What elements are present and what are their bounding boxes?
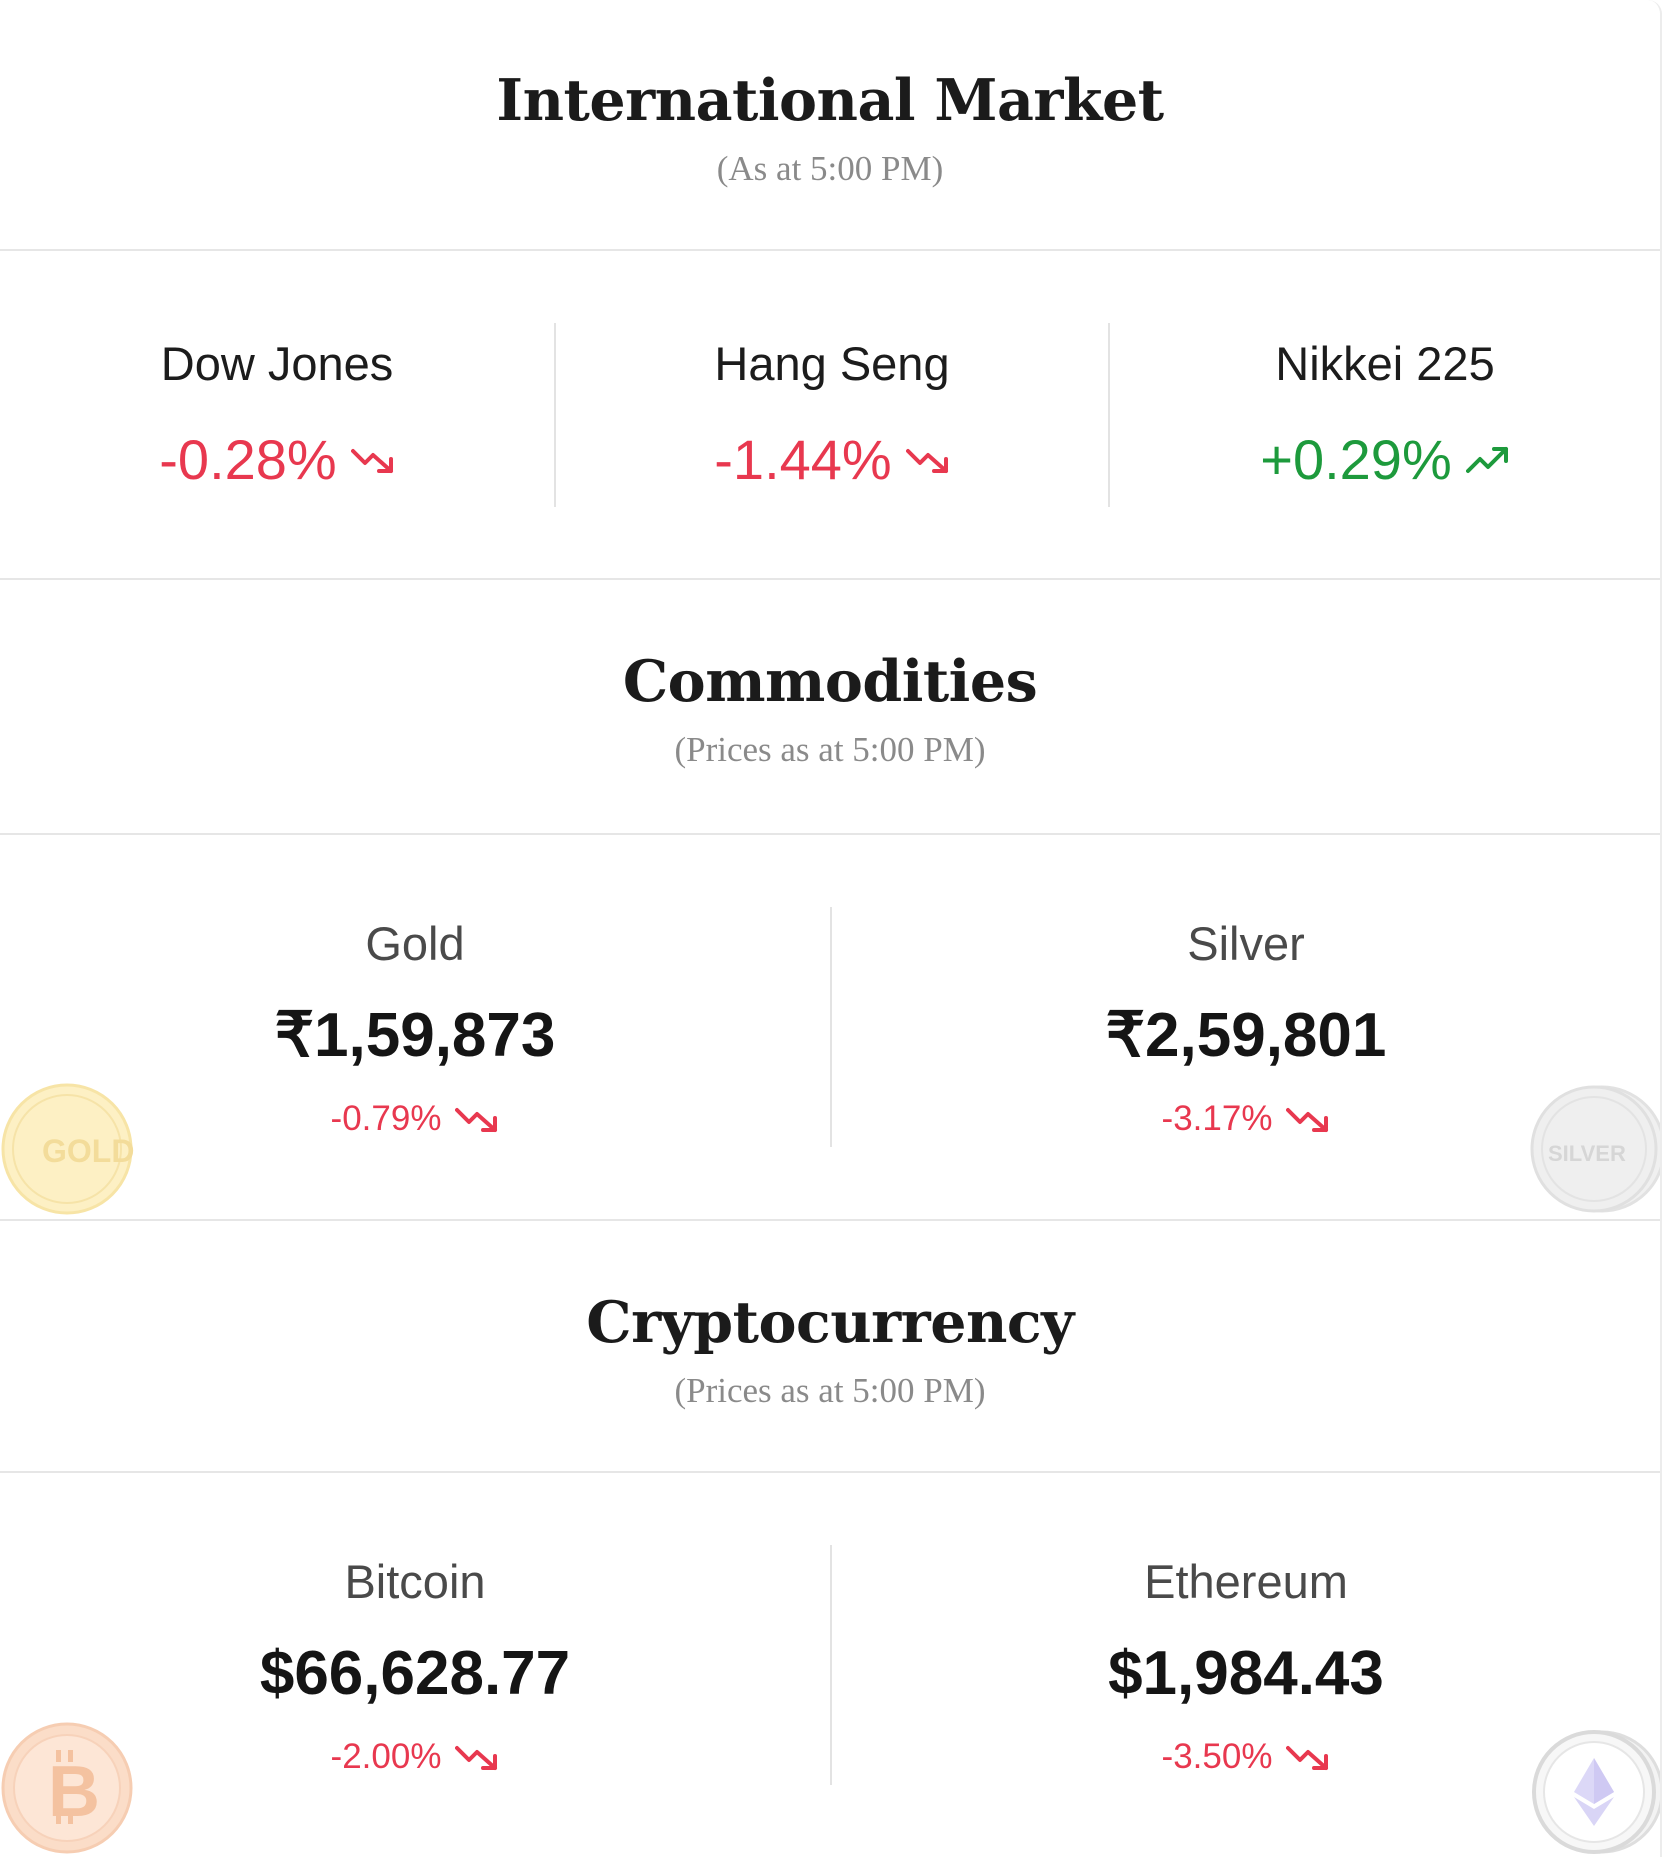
asset-change: -3.50% (1161, 1737, 1273, 1776)
crypto-title: Cryptocurrency (586, 1289, 1074, 1356)
commodities-subtitle: (Prices as at 5:00 PM) (674, 730, 986, 769)
international-market-subtitle: (As at 5:00 PM) (716, 149, 944, 188)
asset-change: -2.00% (330, 1737, 442, 1776)
trend-down-icon (455, 1107, 498, 1132)
column-divider (830, 907, 832, 1147)
silver-coin-icon: SILVER (1530, 1085, 1660, 1213)
crypto-bitcoin[interactable]: Bitcoin $66,628.77 -2.00% (0, 1558, 830, 1774)
gold-coin-icon: GOLD (1, 1083, 134, 1215)
asset-name: Ethereum (1144, 1555, 1348, 1608)
trend-down-icon (1286, 1107, 1329, 1132)
index-nikkei-225[interactable]: Nikkei 225 +0.29% (1110, 340, 1660, 488)
gold-coin-label: GOLD (42, 1133, 134, 1169)
asset-price: ₹2,59,801 (1105, 1001, 1387, 1070)
divider (0, 1471, 1660, 1473)
asset-change: -3.17% (1161, 1099, 1273, 1138)
silver-coin-label: SILVER (1548, 1141, 1626, 1166)
index-dow-jones[interactable]: Dow Jones -0.28% (0, 340, 554, 488)
column-divider (1108, 323, 1110, 507)
trend-down-icon (1286, 1745, 1329, 1770)
index-name: Hang Seng (714, 337, 950, 390)
asset-price: $66,628.77 (259, 1639, 571, 1708)
asset-name: Bitcoin (344, 1555, 486, 1608)
divider (0, 249, 1660, 251)
asset-name: Silver (1187, 917, 1305, 970)
commodities-header: Commodities (Prices as at 5:00 PM) (0, 653, 1660, 767)
crypto-ethereum[interactable]: Ethereum $1,984.43 -3.50% (832, 1558, 1660, 1774)
index-change: -1.44% (714, 428, 892, 491)
trend-down-icon (350, 449, 393, 473)
asset-change: -0.79% (330, 1099, 442, 1138)
trend-up-icon (1465, 447, 1508, 473)
asset-price: $1,984.43 (1108, 1639, 1384, 1708)
column-divider (830, 1545, 832, 1785)
index-hang-seng[interactable]: Hang Seng -1.44% (556, 340, 1108, 488)
commodity-gold[interactable]: Gold ₹1,59,873 -0.79% (0, 920, 830, 1136)
index-change: -0.28% (159, 428, 337, 491)
international-market-header: International Market (As at 5:00 PM) (0, 72, 1660, 186)
divider (0, 578, 1660, 580)
asset-name: Gold (365, 917, 465, 970)
trend-down-icon (455, 1745, 498, 1770)
index-change: +0.29% (1260, 428, 1452, 491)
bitcoin-icon: B (1, 1722, 133, 1854)
commodities-title: Commodities (622, 648, 1038, 715)
commodity-silver[interactable]: Silver ₹2,59,801 -3.17% (832, 920, 1660, 1136)
asset-price: ₹1,59,873 (274, 1001, 556, 1070)
international-market-title: International Market (496, 67, 1164, 134)
index-name: Nikkei 225 (1275, 337, 1495, 390)
divider (0, 833, 1660, 835)
column-divider (554, 323, 556, 507)
index-name: Dow Jones (160, 337, 394, 390)
trend-down-icon (905, 449, 948, 473)
ethereum-icon (1532, 1730, 1660, 1854)
crypto-header: Cryptocurrency (Prices as at 5:00 PM) (0, 1294, 1660, 1408)
crypto-subtitle: (Prices as at 5:00 PM) (674, 1371, 986, 1410)
divider (0, 1219, 1660, 1221)
